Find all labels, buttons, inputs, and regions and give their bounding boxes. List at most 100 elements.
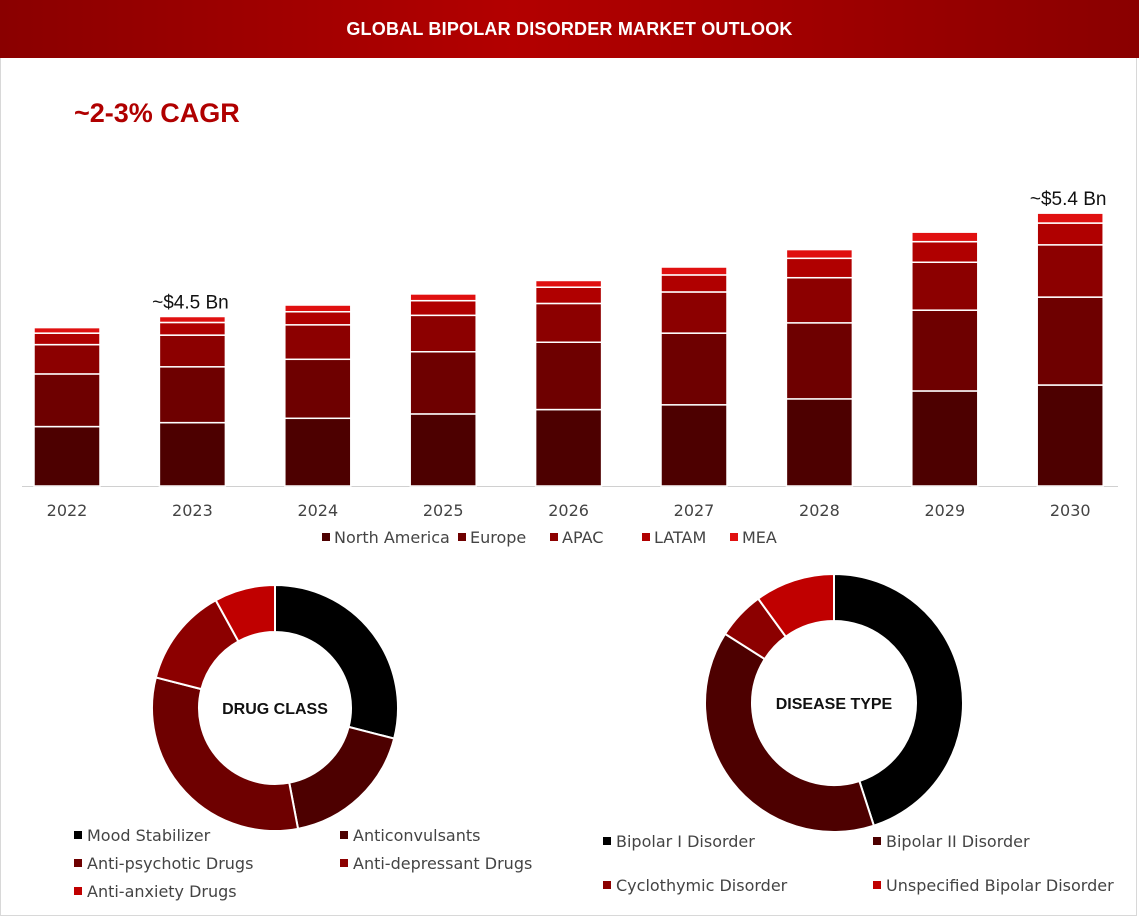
- bar-north-america-2024: [284, 417, 352, 487]
- bar-north-america-2028: [785, 398, 854, 487]
- bar-latam-2025: [409, 299, 477, 317]
- legend-swatch-anticonvulsants: [340, 831, 348, 839]
- stacked-bar-chart: 2022 2023 2024 2025 2026 2027 2028 2029 2030 ~$4.…: [22, 189, 1118, 520]
- bar-apac-2030: [1036, 244, 1104, 298]
- legend-swatch-apac: [550, 533, 558, 541]
- bar-latam-2023: [158, 321, 227, 336]
- legend-label-anti-psychotic-drugs: Anti-psychotic Drugs: [87, 854, 253, 873]
- legend-label-bipolar-i-disorder: Bipolar I Disorder: [616, 832, 755, 851]
- bar-europe-2027: [660, 332, 728, 406]
- x-tick-label: 2028: [799, 501, 840, 520]
- bar-north-america-2029: [911, 390, 979, 487]
- legend-swatch-cyclothymic-disorder: [603, 881, 611, 889]
- total-annotation: ~$4.5 Bn: [152, 293, 229, 314]
- legend-label-anti-anxiety-drugs: Anti-anxiety Drugs: [87, 882, 237, 901]
- bar-apac-2025: [409, 314, 477, 353]
- bar-mea-2024: [284, 304, 352, 313]
- bar-mea-2022: [33, 326, 101, 334]
- bar-north-america-2030: [1036, 384, 1104, 487]
- legend-swatch-bipolar-i-disorder: [603, 837, 611, 845]
- legend-label-anti-depressant-drugs: Anti-depressant Drugs: [353, 854, 532, 873]
- drug-class-donut: DRUG CLASS Mood Stabilizer Anticonvulsants…: [74, 583, 532, 901]
- legend-swatch-unspecified-bipolar-disorder: [873, 881, 881, 889]
- bar-europe-2028: [785, 322, 854, 400]
- x-tick-label: 2026: [548, 501, 589, 520]
- x-tick-label: 2025: [423, 501, 464, 520]
- donut-center-label: DRUG CLASS: [222, 701, 328, 718]
- x-tick-label: 2024: [297, 501, 338, 520]
- bar-apac-2022: [33, 343, 101, 375]
- cagr-label: ~2-3% CAGR: [74, 98, 240, 128]
- legend-swatch-latam: [642, 533, 650, 541]
- x-tick-label: 2022: [47, 501, 88, 520]
- bar-north-america-2026: [534, 408, 603, 487]
- x-tick-label: 2030: [1050, 501, 1091, 520]
- legend-label-latam: LATAM: [654, 528, 706, 547]
- legend-label-anticonvulsants: Anticonvulsants: [353, 826, 480, 845]
- slice-bipolar-i-disorder: [833, 572, 964, 827]
- bar-legend: North America Europe APAC LATAM MEA: [322, 528, 777, 547]
- bar-apac-2029: [911, 261, 979, 311]
- x-tick-label: 2027: [674, 501, 715, 520]
- bar-mea-2030: [1036, 212, 1104, 224]
- bar-mea-2029: [911, 231, 979, 243]
- bar-latam-2022: [33, 332, 101, 346]
- slice-unspecified-bipolar-disorder: [756, 572, 835, 639]
- bar-mea-2026: [534, 279, 603, 288]
- legend-swatch-bipolar-ii-disorder: [873, 837, 881, 845]
- legend-label-europe: Europe: [470, 528, 526, 547]
- bar-apac-2026: [534, 302, 603, 344]
- bar-apac-2027: [660, 291, 728, 334]
- bar-mea-2023: [158, 315, 227, 324]
- legend-swatch-anti-depressant-drugs: [340, 859, 348, 867]
- legend-swatch-mood-stabilizer: [74, 831, 82, 839]
- slice-bipolar-ii-disorder: [704, 632, 876, 833]
- bar-apac-2024: [284, 324, 352, 361]
- slice-anti-anxiety-drugs: [214, 583, 276, 643]
- bar-mea-2028: [785, 248, 854, 260]
- slice-mood-stabilizer: [274, 583, 399, 740]
- bar-north-america-2027: [660, 404, 728, 487]
- legend-label-unspecified-bipolar-disorder: Unspecified Bipolar Disorder: [886, 876, 1114, 895]
- x-tick-label: 2029: [924, 501, 965, 520]
- legend-label-cyclothymic-disorder: Cyclothymic Disorder: [616, 876, 788, 895]
- legend-swatch-north-america: [322, 533, 330, 541]
- legend-swatch-mea: [730, 533, 738, 541]
- bar-europe-2025: [409, 351, 477, 415]
- bar-latam-2029: [911, 240, 979, 264]
- bar-apac-2028: [785, 276, 854, 324]
- bar-europe-2026: [534, 341, 603, 411]
- legend-label-north-america: North America: [334, 528, 450, 547]
- bar-mea-2027: [660, 266, 728, 276]
- x-tick-label: 2023: [172, 501, 213, 520]
- bar-latam-2028: [785, 257, 854, 279]
- bar-latam-2024: [284, 311, 352, 326]
- legend-label-apac: APAC: [562, 528, 603, 547]
- legend-label-bipolar-ii-disorder: Bipolar II Disorder: [886, 832, 1030, 851]
- bar-latam-2026: [534, 286, 603, 305]
- bar-north-america-2022: [33, 425, 101, 487]
- disease-type-donut: DISEASE TYPE Bipolar I Disorder Bipolar II…: [603, 572, 1114, 895]
- bar-europe-2030: [1036, 296, 1104, 386]
- bar-mea-2025: [409, 293, 477, 302]
- legend-label-mood-stabilizer: Mood Stabilizer: [87, 826, 211, 845]
- content-frame: [0, 58, 1137, 916]
- bar-north-america-2023: [158, 421, 227, 487]
- legend-swatch-europe: [458, 533, 466, 541]
- legend-swatch-anti-psychotic-drugs: [74, 859, 82, 867]
- bar-europe-2023: [158, 366, 227, 424]
- legend-swatch-anti-anxiety-drugs: [74, 887, 82, 895]
- bar-latam-2030: [1036, 222, 1104, 246]
- slice-anticonvulsants: [288, 725, 396, 830]
- bar-europe-2022: [33, 373, 101, 428]
- bar-north-america-2025: [409, 413, 477, 487]
- legend-label-mea: MEA: [742, 528, 777, 547]
- total-annotation: ~$5.4 Bn: [1030, 189, 1107, 210]
- page-title: GLOBAL BIPOLAR DISORDER MARKET OUTLOOK: [0, 0, 1139, 58]
- bar-apac-2023: [158, 334, 227, 368]
- slice-anti-psychotic-drugs: [151, 676, 300, 832]
- bar-europe-2029: [911, 309, 979, 392]
- bar-europe-2024: [284, 358, 352, 420]
- donut-center-label: DISEASE TYPE: [776, 696, 893, 713]
